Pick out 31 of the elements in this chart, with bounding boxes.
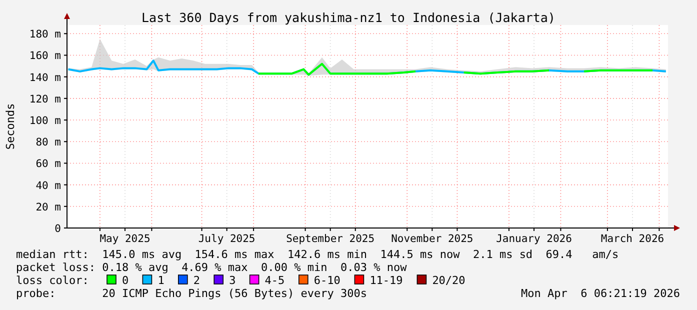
chart-title: Last 360 Days from yakushima-nz1 to Indonesia (Jakarta) xyxy=(142,10,556,25)
y-tick-label: 80 m xyxy=(36,136,61,149)
x-tick-label: November 2025 xyxy=(391,233,474,245)
x-tick-label: July 2025 xyxy=(198,233,256,245)
legend-label: 4-5 xyxy=(264,274,285,287)
y-tick-label: 20 m xyxy=(36,201,61,214)
y-tick-label: 40 m xyxy=(36,180,61,192)
legend-label: 2 xyxy=(193,274,200,287)
legend-label: 1 xyxy=(158,274,164,287)
legend-label: 6-10 xyxy=(314,274,340,287)
y-axis-title: Seconds xyxy=(4,103,17,150)
x-tick-label: September 2025 xyxy=(286,233,375,245)
text: median rtt: 145.0 ms avg 154.6 ms max 142.6 ms min 144.5 ms now 2.1 ms sd 69.4 am/s xyxy=(16,248,619,261)
legend-title: loss color: xyxy=(16,274,89,287)
x-tick-label: January 2026 xyxy=(496,233,572,245)
text: probe: 20 ICMP Echo Pings (56 Bytes) every 300s xyxy=(16,287,367,300)
x-tick-label: May 2025 xyxy=(100,233,150,245)
y-tick-label: 60 m xyxy=(36,158,61,170)
y-tick-label: 160 m xyxy=(29,50,61,62)
legend-label: 0 xyxy=(122,274,129,287)
legend-label: 20/20 xyxy=(432,274,466,287)
legend-label: 3 xyxy=(229,274,236,287)
x-tick-label: March 2026 xyxy=(600,233,664,245)
y-tick-label: 0 xyxy=(54,223,61,235)
text: packet loss: 0.18 % avg 4.69 % max 0.00 % min 0.03 % now xyxy=(16,261,408,274)
legend-label: 11-19 xyxy=(370,274,403,287)
y-tick-label: 100 m xyxy=(29,115,61,128)
y-tick-label: 140 m xyxy=(29,72,61,84)
y-tick-label: 180 m xyxy=(29,28,61,41)
text: Mon Apr 6 06:21:19 2026 xyxy=(521,287,680,300)
y-tick-label: 120 m xyxy=(29,93,61,106)
